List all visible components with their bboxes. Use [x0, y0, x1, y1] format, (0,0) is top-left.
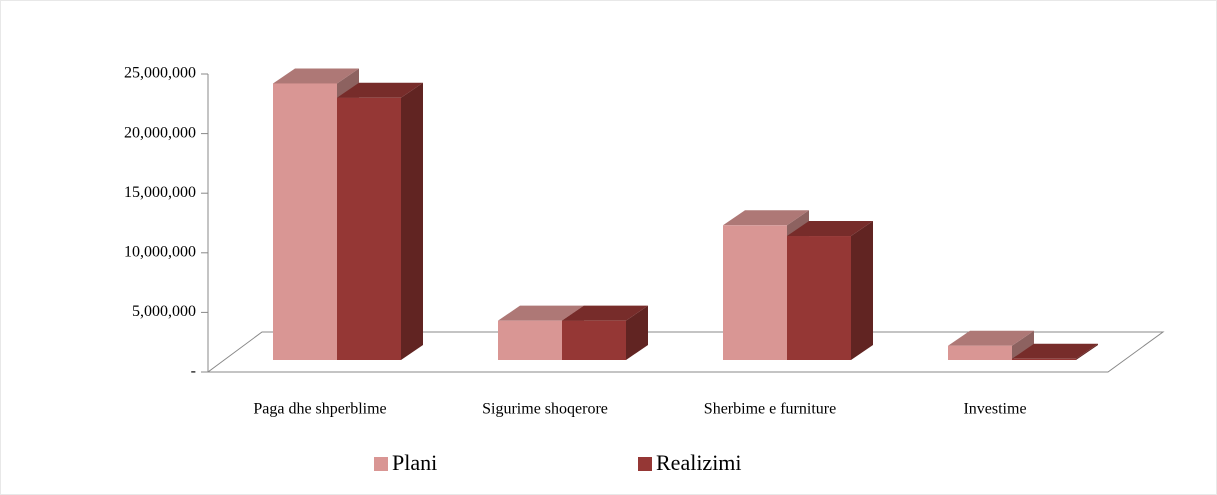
bar-top	[562, 305, 648, 321]
x-tick-label: Paga dhe shperblime	[253, 401, 386, 418]
bar	[562, 320, 626, 360]
bar-top	[498, 305, 584, 321]
y-tick-label: -	[191, 363, 196, 380]
bar	[1012, 358, 1076, 360]
y-tick-label: 25,000,000	[124, 65, 196, 82]
bar-top	[337, 82, 423, 98]
bar-top	[1012, 343, 1098, 359]
bar-side	[1012, 330, 1034, 360]
y-tick-label: 10,000,000	[124, 243, 196, 260]
bar-side	[1076, 343, 1098, 360]
bar	[787, 236, 851, 360]
bar-top	[787, 221, 873, 237]
bar	[948, 345, 1012, 360]
legend-swatch	[374, 457, 388, 471]
y-tick-label: 20,000,000	[124, 124, 196, 141]
bar-side	[401, 82, 423, 360]
bar-side	[851, 221, 873, 360]
floor	[206, 331, 1165, 373]
y-tick-label: 5,000,000	[132, 303, 196, 320]
x-tick-label: Sigurime shoqerore	[482, 401, 608, 418]
bar	[498, 320, 562, 360]
bar-top	[273, 68, 359, 84]
bar	[723, 225, 787, 360]
y-tick-label: 15,000,000	[124, 184, 196, 201]
x-tick-label: Sherbime e furniture	[704, 401, 836, 418]
bar-top	[948, 330, 1034, 346]
bar-top	[723, 210, 809, 226]
x-tick-label: Investime	[963, 401, 1026, 418]
legend-swatch	[638, 457, 652, 471]
bar	[337, 97, 401, 360]
bar-side	[626, 305, 648, 360]
bar	[273, 83, 337, 361]
legend-label: Plani	[392, 450, 437, 475]
legend-label: Realizimi	[656, 450, 742, 475]
